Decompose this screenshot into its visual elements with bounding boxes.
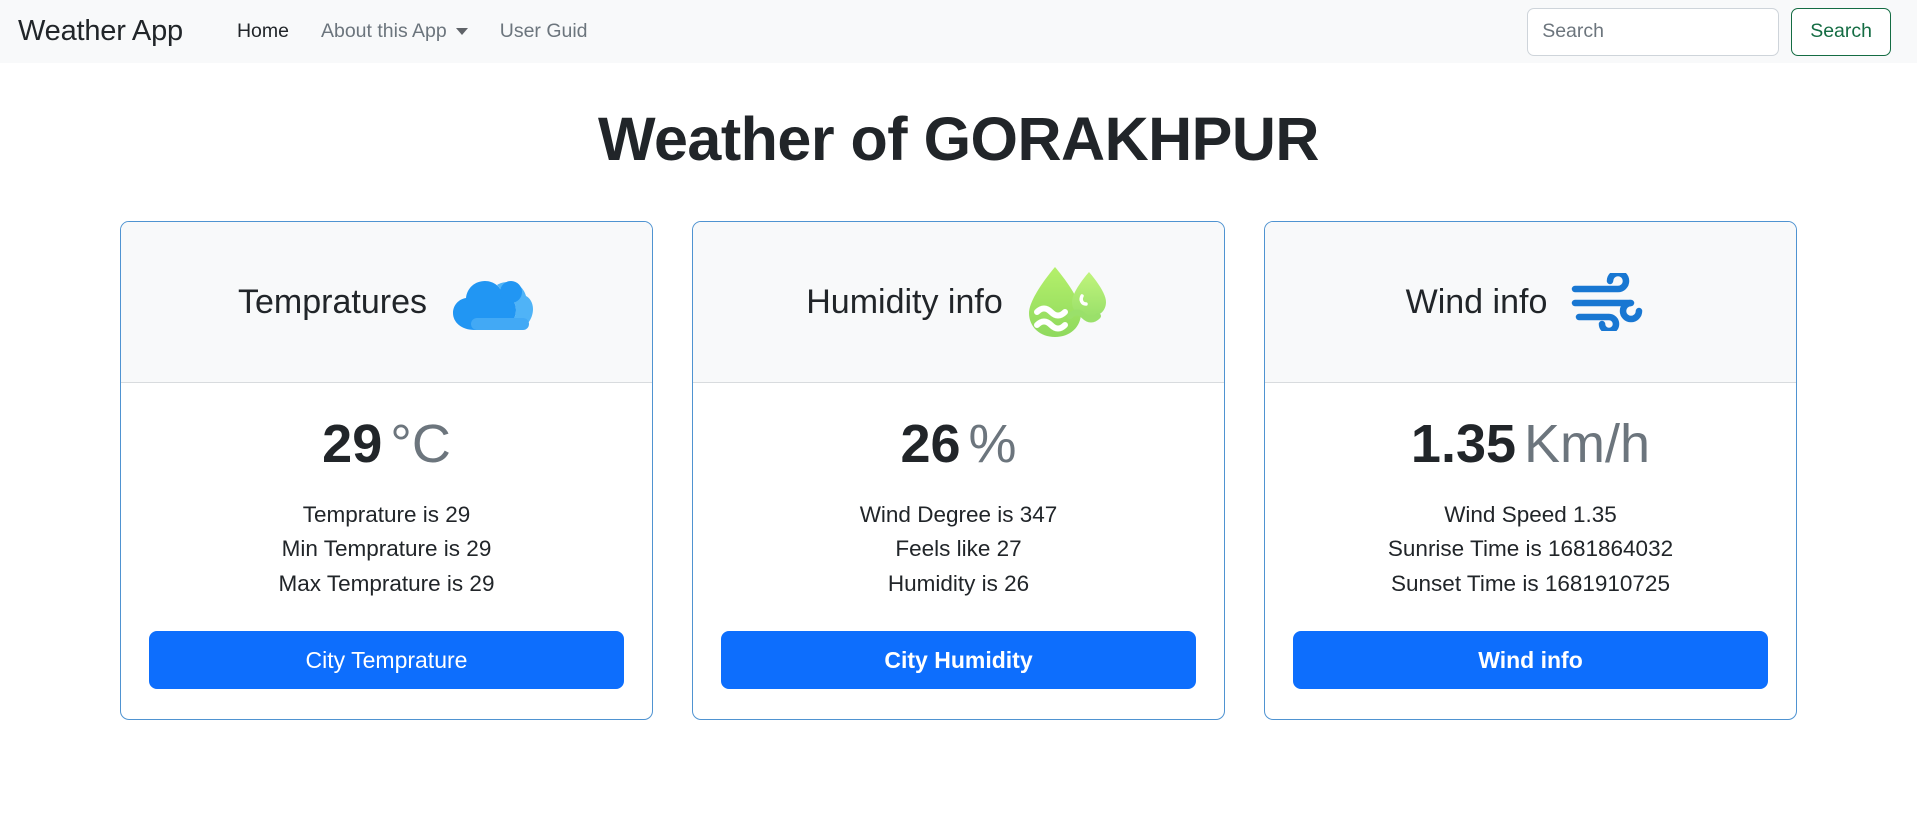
wind-details: Wind Speed 1.35 Sunrise Time is 16818640… <box>1388 501 1673 597</box>
chevron-down-icon <box>455 28 468 35</box>
detail-line: Temprature is 29 <box>302 502 471 527</box>
detail-line: Wind Degree is 347 <box>859 502 1058 527</box>
page-title: Weather of GORAKHPUR <box>598 105 1319 173</box>
wind-icon <box>1563 265 1655 339</box>
cloud-icon <box>443 265 535 339</box>
detail-line: Sunset Time is 1681910725 <box>1391 570 1670 596</box>
card-body-temperatures: 29 °C Temprature is 29 Min Temprature is … <box>121 383 652 719</box>
detail-line: Sunrise Time is 1681864032 <box>1387 536 1674 562</box>
nav-item-home[interactable]: Home <box>236 20 289 42</box>
card-header-humidity: Humidity info <box>693 222 1224 383</box>
temperature-unit: °C <box>390 414 451 474</box>
card-temperatures: Tempratures 29 °C Temprature is 29 Min T <box>120 221 653 721</box>
detail-line: Min Temprature is 29 <box>281 536 492 562</box>
navbar-search-group: Search <box>1527 7 1897 56</box>
card-header-wind: Wind info <box>1265 222 1796 383</box>
card-wind: Wind info 1.35 Km/h Wind Speed 1.35 Sunr <box>1264 221 1797 721</box>
humidity-unit: % <box>968 414 1017 474</box>
search-button[interactable]: Search <box>1791 7 1891 56</box>
detail-line: Max Temprature is 29 <box>278 570 495 596</box>
humidity-details: Wind Degree is 347 Feels like 27 Humidit… <box>860 501 1058 597</box>
card-title-temperatures: Tempratures <box>238 282 427 321</box>
nav-links: Home About this App User Guid <box>221 12 604 51</box>
nav-item-about-this-app[interactable]: About this App <box>305 12 484 51</box>
search-input[interactable] <box>1527 7 1780 56</box>
weather-cards-row: Tempratures 29 °C Temprature is 29 Min T <box>0 221 1917 721</box>
card-body-wind: 1.35 Km/h Wind Speed 1.35 Sunrise Time is… <box>1265 383 1796 719</box>
detail-line: Wind Speed 1.35 <box>1444 502 1617 527</box>
temperature-details: Temprature is 29 Min Temprature is 29 Ma… <box>279 501 495 597</box>
city-temprature-button[interactable]: City Temprature <box>149 631 624 690</box>
detail-line: Humidity is 26 <box>887 570 1030 596</box>
wind-speed-unit: Km/h <box>1524 414 1651 474</box>
nav-item-user-guid[interactable]: User Guid <box>499 20 588 42</box>
wind-value-row: 1.35 Km/h <box>1411 417 1650 471</box>
wind-info-button[interactable]: Wind info <box>1293 631 1768 690</box>
card-title-humidity: Humidity info <box>806 282 1003 321</box>
navbar: Weather App Home About this App User Gui… <box>0 0 1917 63</box>
wind-speed-value: 1.35 <box>1410 414 1517 474</box>
nav-item-about-label: About this App <box>320 20 447 42</box>
humidity-value-row: 26% <box>900 417 1016 471</box>
temperature-value: 29 <box>322 414 383 474</box>
card-title-wind: Wind info <box>1405 282 1548 321</box>
detail-line: Feels like 27 <box>895 536 1022 562</box>
humidity-value: 26 <box>900 414 961 474</box>
city-humidity-button[interactable]: City Humidity <box>721 631 1196 690</box>
card-body-humidity: 26% Wind Degree is 347 Feels like 27 Hum… <box>693 383 1224 719</box>
card-header-temperatures: Tempratures <box>121 222 652 383</box>
water-droplet-icon <box>1019 265 1111 339</box>
app-brand[interactable]: Weather App <box>18 15 183 47</box>
temperature-value-row: 29 °C <box>322 417 451 471</box>
card-humidity: Humidity info <box>692 221 1225 721</box>
